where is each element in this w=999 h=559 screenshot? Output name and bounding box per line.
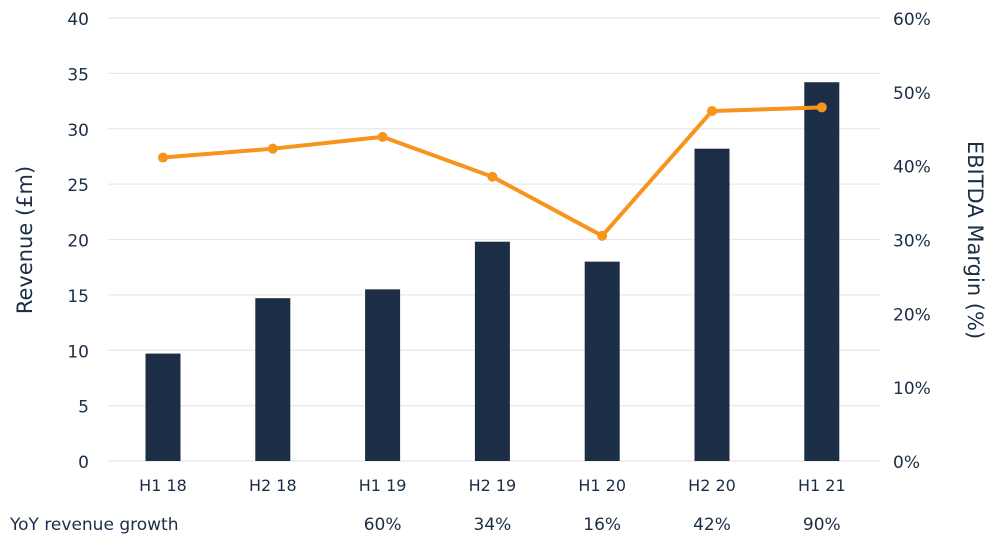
y-tick-left: 10 bbox=[67, 342, 89, 362]
y-tick-left: 35 bbox=[67, 65, 89, 85]
growth-value: 90% bbox=[803, 515, 841, 535]
y-tick-left: 25 bbox=[67, 176, 89, 196]
x-tick-label: H1 19 bbox=[359, 476, 407, 495]
y-tick-left: 15 bbox=[67, 287, 89, 307]
revenue-bar bbox=[584, 261, 620, 461]
x-tick-label: H2 18 bbox=[249, 476, 297, 495]
growth-row-label: YoY revenue growth bbox=[9, 515, 178, 535]
growth-value: 60% bbox=[364, 515, 402, 535]
revenue-bar bbox=[694, 148, 730, 461]
y-tick-left: 40 bbox=[67, 10, 89, 30]
y-tick-right: 10% bbox=[893, 379, 931, 399]
x-tick-label: H2 19 bbox=[469, 476, 517, 495]
growth-value: 16% bbox=[583, 515, 621, 535]
y-tick-left: 30 bbox=[67, 121, 89, 141]
x-tick-label: H1 20 bbox=[578, 476, 626, 495]
y-axis-label-left: Revenue (£m) bbox=[13, 166, 37, 314]
ebitda-margin-point bbox=[487, 171, 498, 182]
y-tick-left: 20 bbox=[67, 232, 89, 252]
growth-value: 34% bbox=[474, 515, 512, 535]
y-tick-right: 50% bbox=[893, 84, 931, 104]
revenue-bar bbox=[365, 289, 401, 461]
y-tick-left: 5 bbox=[78, 398, 89, 418]
ebitda-margin-point bbox=[597, 230, 608, 241]
growth-value: 42% bbox=[693, 515, 731, 535]
y-tick-right: 40% bbox=[893, 158, 931, 178]
y-tick-left: 0 bbox=[78, 453, 89, 473]
y-tick-right: 0% bbox=[893, 453, 920, 473]
ebitda-margin-point bbox=[707, 106, 717, 117]
revenue-bar bbox=[804, 82, 840, 462]
ebitda-margin-point bbox=[267, 143, 278, 154]
y-tick-right: 60% bbox=[893, 10, 931, 30]
y-tick-right: 20% bbox=[893, 305, 931, 325]
ebitda-margin-point bbox=[158, 152, 168, 163]
ebitda-margin-point bbox=[816, 102, 827, 113]
x-tick-label: H1 21 bbox=[798, 476, 846, 495]
y-tick-right: 30% bbox=[893, 232, 931, 252]
ebitda-margin-point bbox=[377, 131, 388, 142]
revenue-bar bbox=[145, 353, 181, 461]
y-axis-label-right: EBITDA Margin (%) bbox=[963, 141, 987, 339]
revenue-bar bbox=[255, 298, 291, 461]
x-tick-label: H2 20 bbox=[688, 476, 736, 495]
x-tick-label: H1 18 bbox=[139, 476, 187, 495]
revenue-bar bbox=[474, 241, 510, 461]
